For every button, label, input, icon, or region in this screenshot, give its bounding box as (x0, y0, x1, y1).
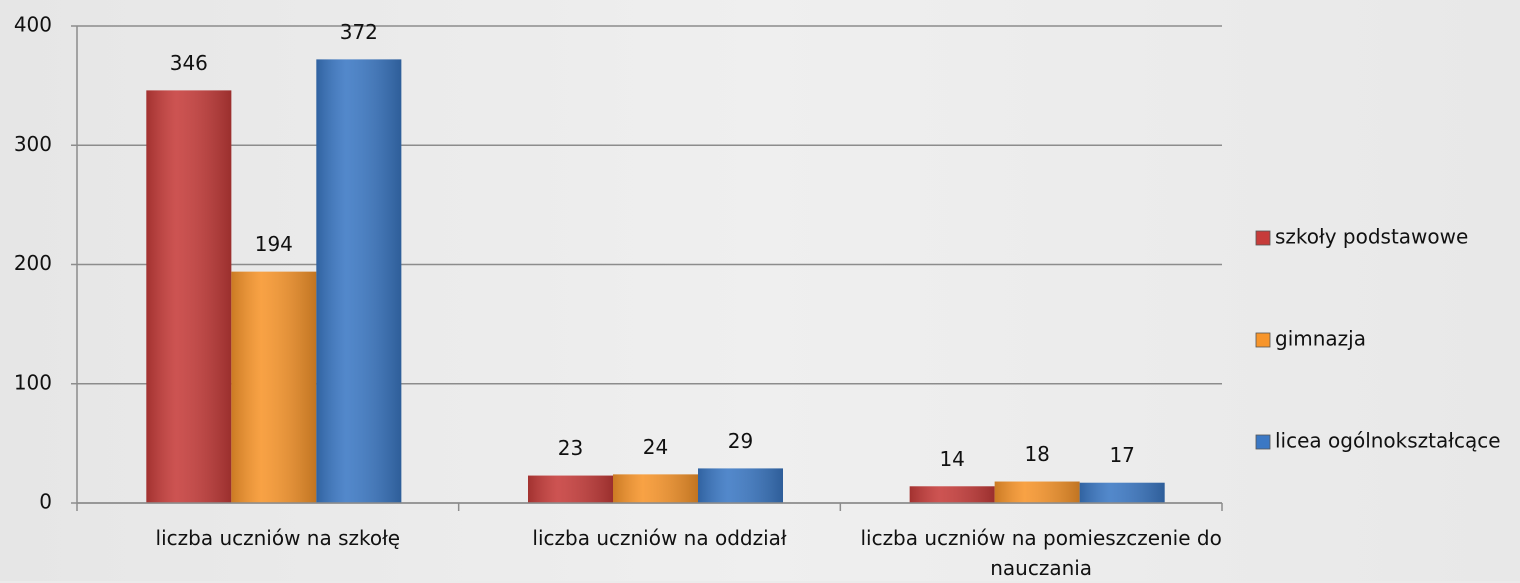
bar-shade (528, 475, 613, 503)
legend-label: gimnazja (1275, 327, 1366, 351)
legend-label: szkoły podstawowe (1275, 225, 1468, 249)
value-label: 372 (340, 20, 378, 44)
x-tick-label: liczba uczniów na szkołę (155, 526, 401, 550)
bar-shade (146, 90, 232, 504)
y-tick-label: 0 (39, 490, 52, 514)
y-tick-label: 300 (14, 132, 52, 156)
bar-shade (909, 486, 995, 503)
value-label: 23 (558, 436, 583, 460)
bar-shade (613, 474, 698, 503)
value-label: 24 (643, 435, 668, 459)
value-label: 17 (1109, 443, 1134, 467)
x-tick-label: liczba uczniów na oddział (532, 526, 787, 550)
legend-label: licea ogólnokształcące (1275, 429, 1501, 453)
legend-marker (1255, 434, 1271, 450)
bar-shade (231, 271, 317, 503)
value-label: 18 (1024, 442, 1049, 466)
bar-shade (316, 59, 402, 503)
legend-marker (1255, 332, 1271, 348)
bar-shade (994, 481, 1080, 503)
x-tick-label: liczba uczniów na pomieszczenie do naucz… (860, 526, 1222, 580)
value-label: 14 (939, 447, 964, 471)
value-label: 29 (728, 429, 753, 453)
value-label: 346 (170, 51, 208, 75)
y-tick-label: 200 (14, 251, 52, 275)
value-label: 194 (255, 232, 293, 256)
y-tick-label: 400 (14, 13, 52, 37)
legend-marker (1255, 230, 1271, 246)
bar-shade (698, 468, 783, 503)
bar-shade (1079, 482, 1165, 503)
y-tick-label: 100 (14, 370, 52, 394)
